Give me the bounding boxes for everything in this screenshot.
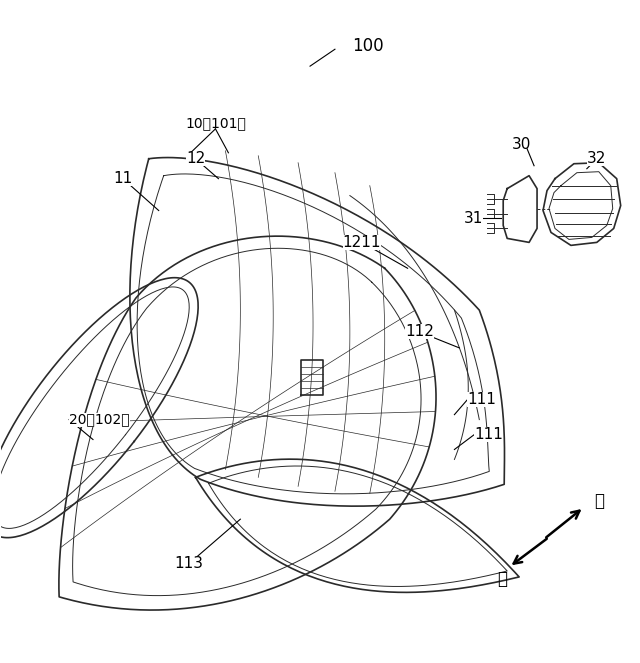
Text: 111: 111: [467, 392, 496, 407]
Text: 32: 32: [587, 151, 607, 166]
Text: 111: 111: [474, 427, 503, 442]
Text: 112: 112: [405, 324, 434, 339]
Text: 113: 113: [174, 556, 203, 572]
Text: 10（101）: 10（101）: [185, 116, 246, 130]
Text: 100: 100: [352, 37, 383, 55]
Text: 20（102）: 20（102）: [69, 412, 130, 426]
Text: 1211: 1211: [342, 235, 381, 250]
Text: 12: 12: [186, 151, 205, 166]
Text: 前: 前: [594, 492, 604, 511]
Text: 後: 後: [497, 570, 508, 588]
Text: 30: 30: [511, 137, 531, 152]
Text: 11: 11: [113, 171, 132, 186]
Text: 31: 31: [463, 211, 483, 226]
